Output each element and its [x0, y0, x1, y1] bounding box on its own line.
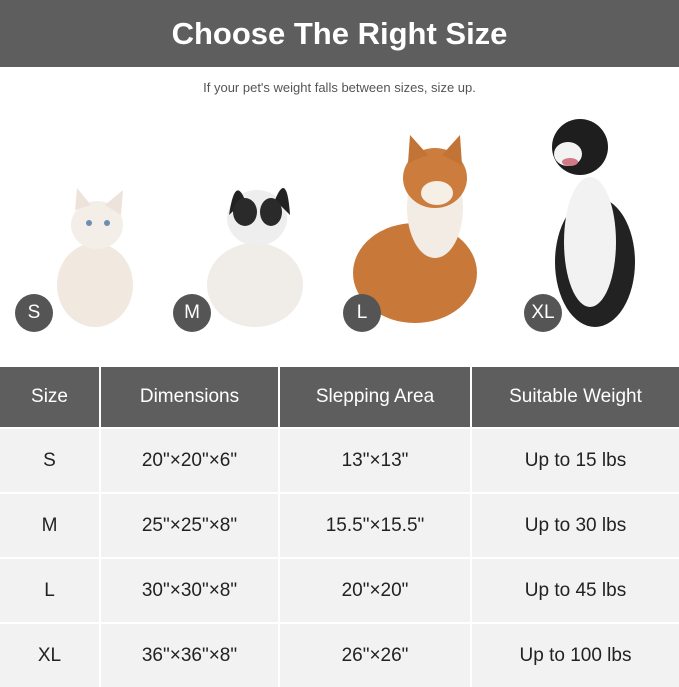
table-row: XL 36"×36"×8" 26"×26" Up to 100 lbs	[0, 622, 679, 687]
table-row: S 20"×20"×6" 13"×13" Up to 15 lbs	[0, 427, 679, 493]
table-cell: 36"×36"×8"	[100, 622, 280, 687]
table-header: Size Dimensions Slepping Area Suitable W…	[0, 367, 679, 428]
table-cell: Up to 30 lbs	[471, 492, 679, 558]
table-cell: 13"×13"	[279, 427, 472, 493]
table-cell: L	[0, 557, 101, 623]
size-badge-s: S	[15, 294, 53, 332]
table-cell: S	[0, 427, 101, 493]
header-sleeping-area: Slepping Area	[279, 367, 472, 428]
shiba-inu-image	[353, 135, 477, 323]
cat-image	[57, 188, 133, 327]
table-cell: 20"×20"	[279, 557, 472, 623]
table-cell: 30"×30"×8"	[100, 557, 280, 623]
header-dimensions: Dimensions	[100, 367, 280, 428]
size-badge-xl: XL	[524, 294, 562, 332]
table-cell: 26"×26"	[279, 622, 472, 687]
title-banner: Choose The Right Size	[0, 0, 679, 67]
table-cell: Up to 100 lbs	[471, 622, 679, 687]
french-bulldog-image	[207, 188, 303, 327]
size-badge-m: M	[173, 294, 211, 332]
page-title: Choose The Right Size	[171, 15, 508, 51]
table-cell: 25"×25"×8"	[100, 492, 280, 558]
table-cell: Up to 15 lbs	[471, 427, 679, 493]
header-size: Size	[0, 367, 101, 428]
border-collie-image	[552, 119, 635, 327]
table-cell: M	[0, 492, 101, 558]
table-cell: 20"×20"×6"	[100, 427, 280, 493]
table-cell: Up to 45 lbs	[471, 557, 679, 623]
table-cell: XL	[0, 622, 101, 687]
subtitle: If your pet's weight falls between sizes…	[203, 80, 476, 95]
table-row: L 30"×30"×8" 20"×20" Up to 45 lbs	[0, 557, 679, 623]
header-suitable-weight: Suitable Weight	[471, 367, 679, 428]
size-badge-l: L	[343, 294, 381, 332]
table-row: M 25"×25"×8" 15.5"×15.5" Up to 30 lbs	[0, 492, 679, 558]
size-table: Size Dimensions Slepping Area Suitable W…	[0, 367, 679, 687]
table-cell: 15.5"×15.5"	[279, 492, 472, 558]
